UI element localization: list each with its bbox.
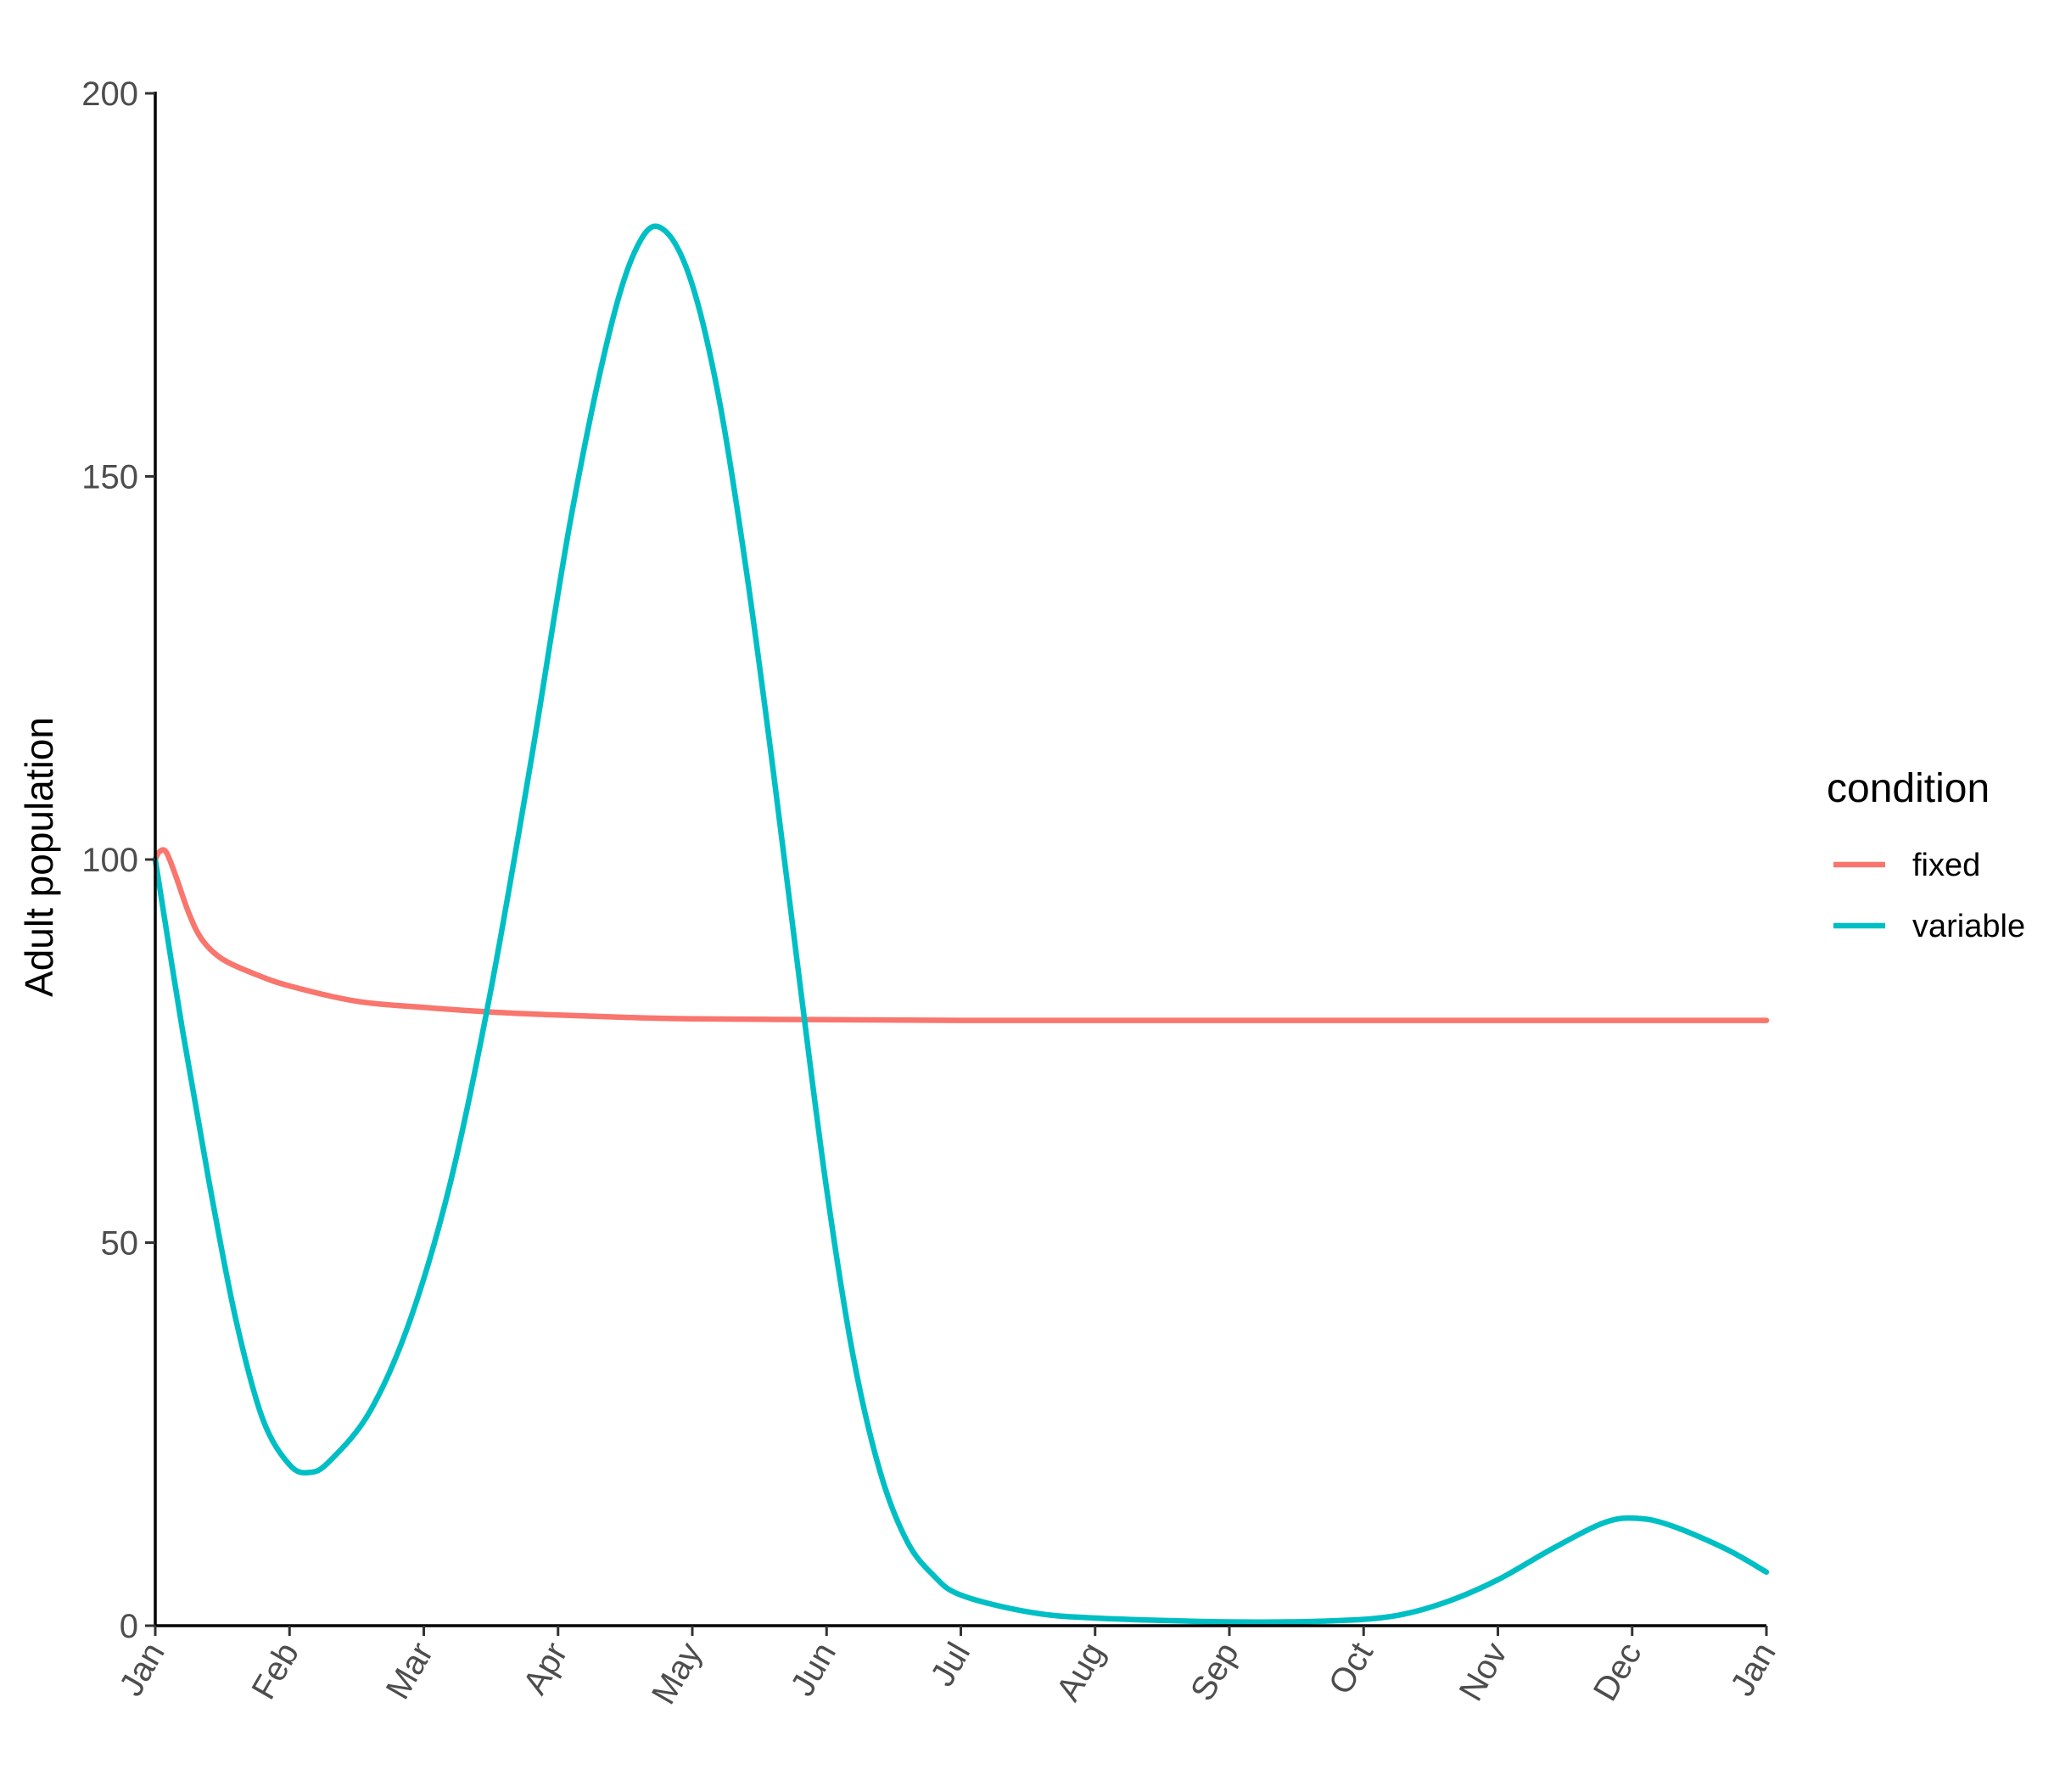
x-tick-label: Jan [112,1637,171,1703]
series-layer [152,223,1770,1626]
legend-label-fixed: fixed [1912,848,1980,883]
y-axis-ticks: 0 50 100 150 200 [81,76,155,1645]
x-tick-label: May [645,1637,709,1711]
legend-title: condition [1827,766,1990,811]
legend-label-variable: variable [1912,909,2025,944]
x-tick-label: Jan [1723,1637,1783,1703]
x-tick-label: Jul [924,1637,978,1693]
x-tick-label: Apr [516,1637,574,1701]
plot-area: 0 50 100 150 200 Jan Feb Mar Apr May Jun Jul Aug Sep… [81,76,1783,1711]
x-tick-label: Jun [784,1637,843,1703]
x-tick-label: Sep [1184,1637,1246,1708]
y-axis-title: Adult population [17,717,61,997]
y-tick-label: 50 [101,1225,139,1263]
series-line-variable [152,223,1770,1626]
y-tick-label: 200 [81,76,138,113]
series-line-fixed [152,847,1770,1023]
legend: condition fixed variable [1827,766,2025,944]
y-tick-label: 150 [81,459,138,496]
y-tick-label: 0 [120,1608,138,1645]
x-tick-label: Oct [1322,1637,1380,1701]
x-tick-label: Dec [1587,1637,1649,1708]
x-tick-label: Nov [1452,1637,1515,1708]
x-tick-label: Mar [379,1637,441,1706]
x-axis-ticks: Jan Feb Mar Apr May Jun Jul Aug Sep Oct Nov Dec Jan [112,1626,1783,1711]
x-tick-label: Aug [1049,1637,1112,1708]
legend-items: fixed variable [1833,848,2025,944]
y-tick-label: 100 [81,842,138,879]
x-tick-label: Feb [244,1637,306,1706]
